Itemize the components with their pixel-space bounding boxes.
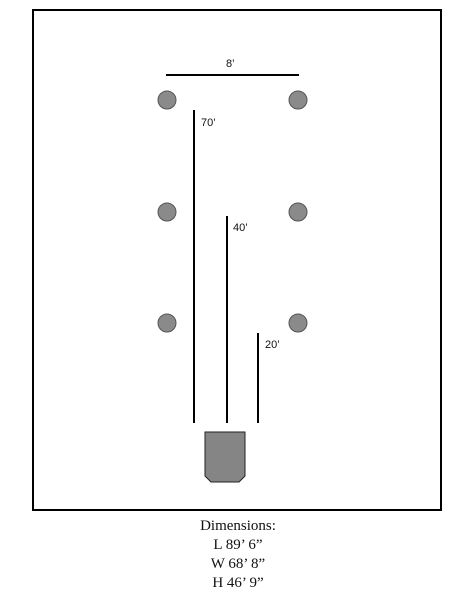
line-70-label: 70’ <box>201 117 216 129</box>
dimension-height: H 46’ 9” <box>212 575 264 591</box>
dimensions-caption: Dimensions: L 89’ 6” W 68’ 8” H 46’ 9” <box>0 517 476 593</box>
line-20-label: 20’ <box>265 339 280 351</box>
top-width-label: 8’ <box>226 58 235 70</box>
marker-right-3-icon <box>288 313 308 333</box>
marker-right-1-icon <box>288 90 308 110</box>
line-40-label: 40’ <box>233 222 248 234</box>
range-layout-diagram: 8’ 70’ 40’ 20’ <box>32 9 442 511</box>
marker-left-1-icon <box>157 90 177 110</box>
diagram-frame <box>32 9 442 511</box>
marker-left-3-icon <box>157 313 177 333</box>
dimension-width: W 68’ 8” <box>210 556 266 572</box>
marker-right-2-icon <box>288 202 308 222</box>
home-base-icon <box>204 431 246 483</box>
marker-left-2-icon <box>157 202 177 222</box>
dimension-length: L 89’ 6” <box>213 537 263 553</box>
dimensions-heading: Dimensions: <box>200 518 276 534</box>
